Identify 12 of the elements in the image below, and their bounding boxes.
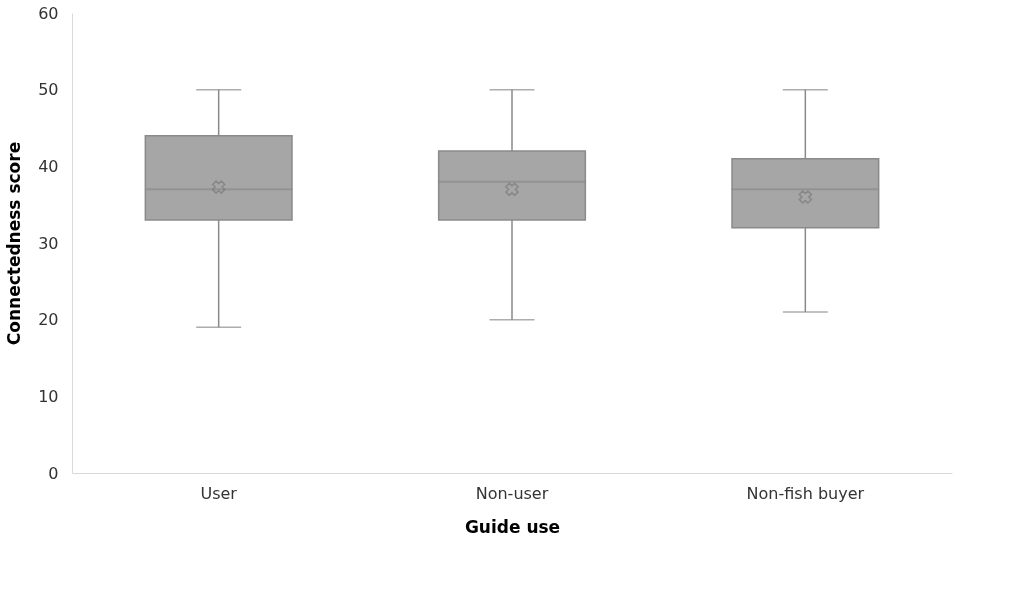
x-axis-title: Guide use <box>464 516 561 537</box>
x-tick-label: Non-fish buyer <box>746 483 865 503</box>
y-tick-label: 20 <box>38 310 59 330</box>
y-tick-label: 50 <box>38 80 59 100</box>
y-tick-label: 10 <box>38 386 59 406</box>
y-tick-label: 0 <box>48 463 59 483</box>
y-axis-title: Connectedness score <box>4 141 25 346</box>
x-tick-label: Non-user <box>475 483 549 503</box>
y-tick-label: 60 <box>38 3 59 23</box>
y-tick-label: 40 <box>38 156 59 176</box>
y-tick-label: 30 <box>38 233 59 253</box>
x-tick-label: User <box>200 483 238 503</box>
